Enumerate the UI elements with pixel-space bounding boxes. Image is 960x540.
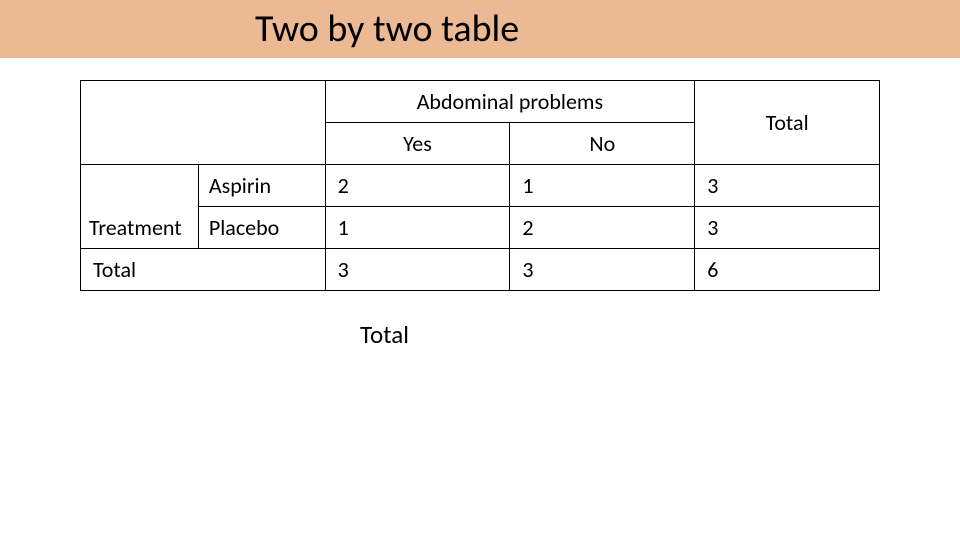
stub-cell xyxy=(81,165,199,207)
cell-aspirin-total: 3 xyxy=(695,165,880,207)
cell-aspirin-yes: 2 xyxy=(325,165,510,207)
column-total-header: Total xyxy=(695,81,880,165)
outcome-header: Abdominal problems xyxy=(325,81,695,123)
exposure-header: Treatment xyxy=(81,207,199,249)
cell-placebo-yes: 1 xyxy=(325,207,510,249)
cell-placebo-no: 2 xyxy=(510,207,695,249)
page-title: Two by two table xyxy=(255,6,519,52)
cell-aspirin-no: 1 xyxy=(510,165,695,207)
stub-cell xyxy=(198,123,325,165)
cell-total-yes: 3 xyxy=(325,249,510,291)
cell-total-total: 6 xyxy=(695,249,880,291)
column-no-header: No xyxy=(510,123,695,165)
column-yes-header: Yes xyxy=(325,123,510,165)
row-total-label: Total xyxy=(81,249,326,291)
cell-placebo-total: 3 xyxy=(695,207,880,249)
two-by-two-table: Abdominal problems Total Yes No Aspirin … xyxy=(80,80,880,291)
stub-cell xyxy=(198,81,325,123)
cell-total-no: 3 xyxy=(510,249,695,291)
title-bar: Two by two table xyxy=(0,0,960,58)
row-placebo-label: Placebo xyxy=(198,207,325,249)
stub-cell xyxy=(81,123,199,165)
row-aspirin-label: Aspirin xyxy=(198,165,325,207)
footer-total-label: Total xyxy=(360,319,960,350)
stub-cell xyxy=(81,81,199,123)
two-by-two-table-container: Abdominal problems Total Yes No Aspirin … xyxy=(80,80,880,291)
